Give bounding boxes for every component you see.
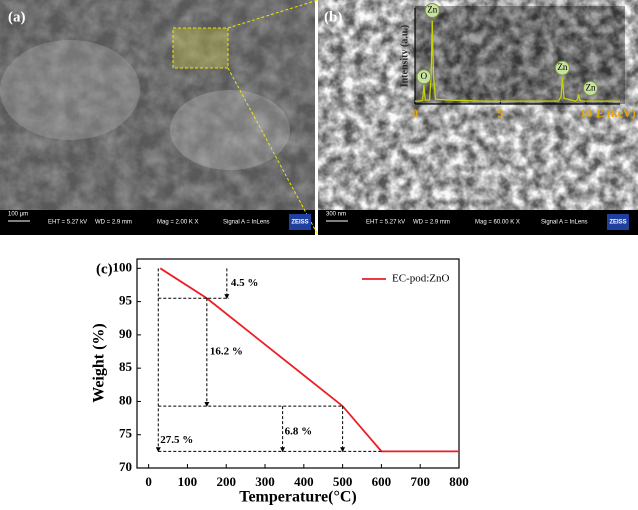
info-text: Signal A = InLens <box>541 220 588 226</box>
x-tick-label: 500 <box>333 474 353 489</box>
sem-highlight <box>170 90 290 170</box>
plot-frame <box>136 258 460 469</box>
x-axis-label: E (keV) <box>596 106 636 120</box>
annotation: 16.2 % <box>210 346 243 358</box>
x-tick-label: 100 <box>178 474 198 489</box>
x-tick-label: 800 <box>449 474 469 489</box>
y-tick-label: 100 <box>113 259 133 274</box>
x-tick-label: 300 <box>255 474 275 489</box>
annotation: 27.5 % <box>160 434 193 446</box>
x-tick-label: 0 <box>412 106 418 120</box>
peak-label: O <box>421 71 428 81</box>
peak-label: Zn <box>585 82 595 92</box>
zoom-line <box>227 0 319 29</box>
panel-label: (c) <box>96 261 113 277</box>
y-tick-label: 80 <box>119 392 132 407</box>
y-tick-label: 90 <box>119 326 132 341</box>
logo-box <box>289 214 311 230</box>
info-bar-a <box>0 210 315 235</box>
x-axis-label: Temperature(°C) <box>239 489 356 506</box>
peak-badge <box>582 80 598 96</box>
peak-label: Zn <box>557 62 567 72</box>
data-line <box>415 20 620 102</box>
panel-label: (a) <box>8 9 26 25</box>
info-text: 100 μm <box>8 212 28 218</box>
y-tick-label: 70 <box>119 459 132 474</box>
data-line <box>159 267 459 453</box>
y-axis-label: Intensity (a.u.) <box>399 25 410 88</box>
panel-label: (b) <box>324 9 342 25</box>
x-tick-label: 10 <box>580 106 592 120</box>
logo-box <box>607 214 629 230</box>
x-tick-label: 0 <box>145 474 152 489</box>
info-text: Signal A = InLens <box>223 220 270 226</box>
logo: ZEISS <box>609 220 626 226</box>
info-bar-b <box>318 210 638 235</box>
info-text: WD = 2.9 mm <box>95 220 132 226</box>
x-tick-label: 200 <box>216 474 236 489</box>
zoom-line <box>227 67 319 236</box>
sem-texture-b <box>318 0 638 210</box>
peak-badge <box>554 60 570 76</box>
x-tick-label: 5 <box>497 106 503 120</box>
peak-badge <box>416 69 432 85</box>
peak-label: Zn <box>427 5 437 15</box>
logo: ZEISS <box>291 220 308 226</box>
zoom-box <box>172 27 229 69</box>
info-text: EHT = 5.27 kV <box>48 220 87 226</box>
legend-label: EC-pod:ZnO <box>392 273 449 285</box>
info-text: EHT = 5.27 kV <box>366 220 405 226</box>
x-tick-label: 600 <box>372 474 392 489</box>
sem-highlight <box>0 40 140 140</box>
y-tick-label: 85 <box>119 359 133 374</box>
info-text: Mag = 60.00 K X <box>475 220 520 226</box>
info-text: Mag = 2.00 K X <box>157 220 199 226</box>
info-text: 300 nm <box>326 212 346 218</box>
y-tick-label: 95 <box>119 293 133 308</box>
annotation: 4.5 % <box>231 277 259 289</box>
annotation: 6.8 % <box>285 425 313 437</box>
x-tick-label: 700 <box>410 474 430 489</box>
peak-badge <box>424 2 440 18</box>
sem-texture-a <box>0 0 315 210</box>
info-text: WD = 2.9 mm <box>413 220 450 226</box>
x-tick-label: 400 <box>294 474 314 489</box>
y-tick-label: 75 <box>119 426 133 441</box>
y-axis-label: Weight (%) <box>91 323 108 403</box>
